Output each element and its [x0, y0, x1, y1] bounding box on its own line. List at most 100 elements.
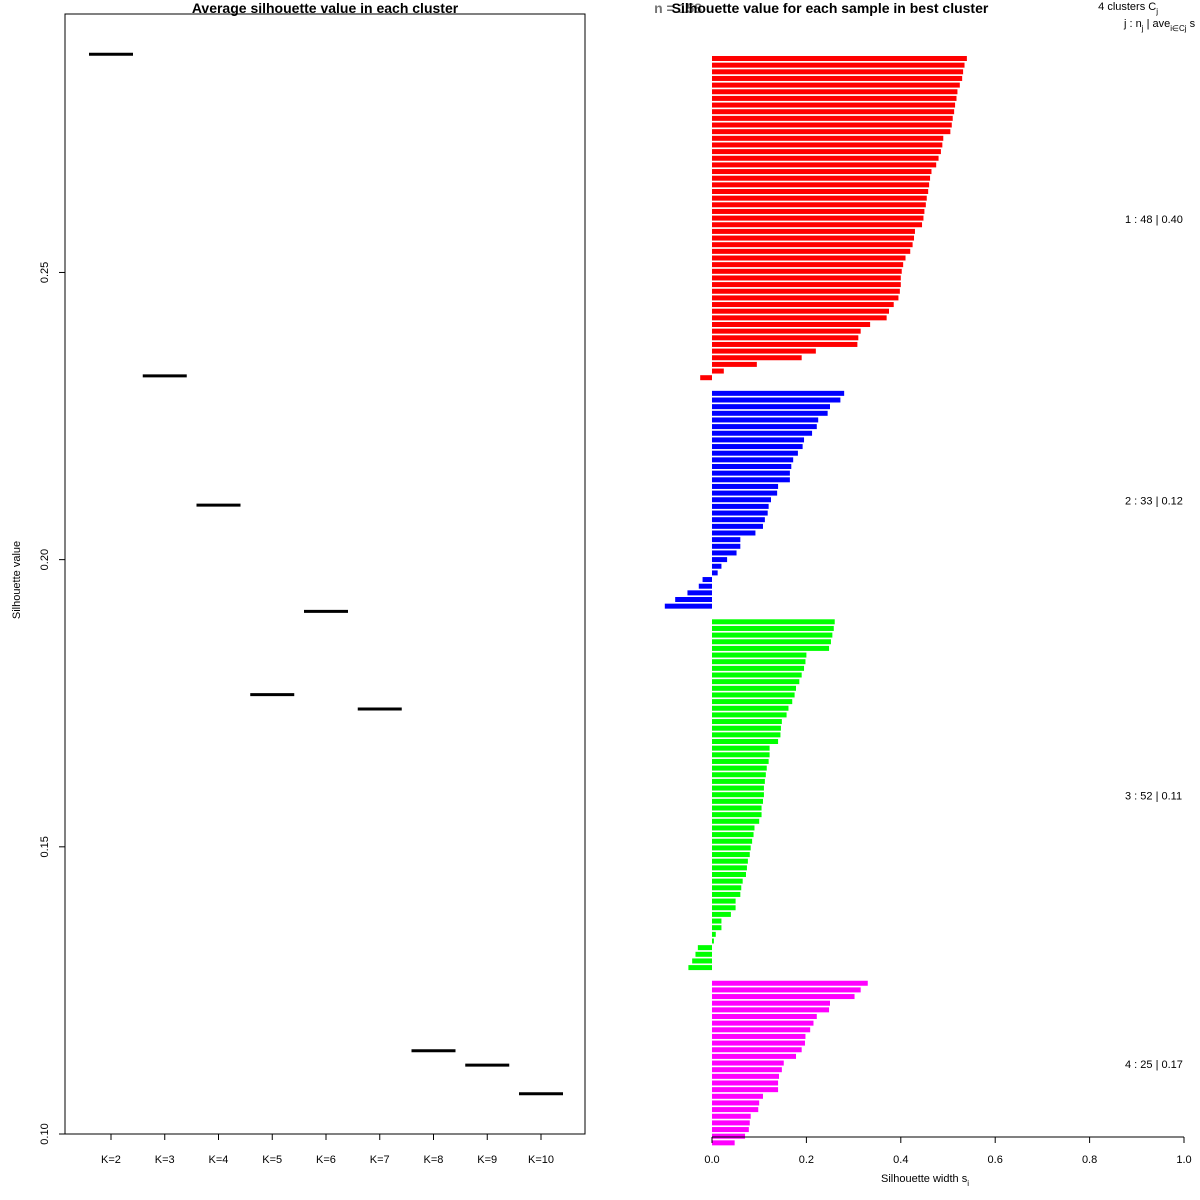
silhouette-bar [712, 1073, 780, 1079]
silhouette-bar [712, 56, 967, 61]
silhouette-bar [712, 752, 770, 758]
right-x-tick-label: 0.2 [799, 1154, 814, 1166]
silhouette-bar [712, 1047, 802, 1053]
silhouette-bar [712, 1007, 830, 1013]
silhouette-bar [712, 1014, 817, 1019]
silhouette-bar [712, 1120, 750, 1126]
silhouette-bar [712, 1040, 805, 1046]
silhouette-bar [712, 543, 741, 549]
silhouette-bar [712, 397, 841, 403]
silhouette-bar [712, 470, 790, 476]
silhouette-bar [712, 155, 939, 161]
silhouette-bar [697, 945, 712, 951]
silhouette-bar [712, 328, 861, 334]
silhouette-bar [712, 672, 802, 678]
silhouette-bar [712, 1100, 760, 1106]
silhouette-bar [712, 812, 762, 818]
left-x-tick-label: K=9 [477, 1154, 497, 1166]
left-y-tick-label: 0.20 [39, 549, 51, 570]
silhouette-bar [712, 1140, 735, 1146]
right-x-tick-label: 0.0 [704, 1154, 719, 1166]
silhouette-bar [702, 577, 712, 583]
silhouette-bar [712, 361, 757, 367]
silhouette-bar [712, 765, 767, 771]
silhouette-bar [712, 268, 902, 274]
silhouette-bar [712, 1060, 784, 1066]
silhouette-bar [712, 69, 964, 75]
silhouette-bar [712, 878, 743, 884]
silhouette-bar [712, 282, 901, 288]
silhouette-bar [712, 1067, 782, 1073]
silhouette-bar [712, 242, 913, 248]
silhouette-bar [712, 464, 792, 469]
right-x-tick-label: 1.0 [1176, 1154, 1191, 1166]
silhouette-bar [712, 530, 756, 536]
left-y-tick-label: 0.25 [39, 262, 51, 283]
silhouette-bar [712, 497, 771, 503]
silhouette-bar [712, 712, 787, 718]
silhouette-bar [712, 169, 932, 175]
silhouette-bar [712, 550, 737, 556]
silhouette-bar [712, 390, 845, 396]
silhouette-bar [712, 1107, 759, 1113]
cluster-label: 3 : 52 | 0.11 [1125, 791, 1182, 803]
silhouette-bar [712, 444, 803, 450]
silhouette-bar [712, 732, 781, 738]
left-y-tick-label: 0.10 [39, 1123, 51, 1144]
left-plot-frame [64, 13, 586, 1135]
left-x-tick-label: K=10 [528, 1154, 554, 1166]
silhouette-bar [712, 115, 953, 121]
silhouette-bar [712, 1053, 797, 1059]
left-x-tick-label: K=4 [209, 1154, 229, 1166]
left-y-axis: 0.10 0.15 0.20 0.25 [39, 262, 66, 1145]
silhouette-bar [712, 772, 766, 778]
silhouette-bar [712, 149, 941, 155]
cluster-label: 2 : 33 | 0.12 [1125, 496, 1183, 508]
silhouette-bar [712, 805, 762, 811]
silhouette-bar [712, 818, 760, 824]
silhouette-bar [712, 719, 782, 725]
silhouette-bar [712, 308, 889, 314]
silhouette-bar [712, 639, 831, 645]
silhouette-bar [712, 858, 748, 864]
left-y-axis-label: Silhouette value [11, 541, 23, 619]
silhouette-bar [688, 965, 712, 971]
silhouette-bar [712, 437, 805, 443]
silhouette-bar [712, 918, 722, 924]
right-chart-overlay-text: n = 158 [654, 0, 702, 16]
left-x-tick-label: K=6 [316, 1154, 336, 1166]
silhouette-bar [712, 129, 951, 135]
silhouette-bar [712, 457, 794, 463]
left-x-tick-label: K=8 [424, 1154, 444, 1166]
silhouette-bar [712, 825, 755, 831]
silhouette-bar [712, 685, 797, 691]
silhouette-bar [712, 450, 798, 456]
silhouette-bar [712, 619, 835, 625]
silhouette-bar [712, 563, 722, 569]
silhouette-bar [712, 745, 770, 751]
silhouette-bar [692, 958, 712, 964]
silhouette-bar [712, 348, 816, 354]
silhouette-bar [712, 1127, 749, 1133]
silhouette-bar [712, 645, 830, 651]
silhouette-bar [712, 315, 887, 321]
silhouette-bar [712, 322, 871, 327]
silhouette-bar [712, 1020, 814, 1026]
silhouette-bar [712, 248, 911, 254]
silhouette-bar [712, 477, 790, 483]
silhouette-bar [712, 235, 915, 241]
silhouette-bar [712, 135, 944, 141]
right-x-axis: 0.0 0.2 0.4 0.6 0.8 1.0 [704, 1136, 1192, 1166]
silhouette-bar [712, 865, 747, 871]
cluster-labels: 1 : 48 | 0.40 2 : 33 | 0.12 3 : 52 | 0.11 4… [1125, 214, 1183, 1071]
silhouette-bar [712, 89, 958, 95]
silhouette-bar [712, 262, 904, 268]
left-x-axis: K=2 K=3 K=4 K=5 K=6 K=7 K=8 K=9 K=10 [101, 1133, 554, 1166]
silhouette-bar [712, 625, 834, 631]
cluster-header-line2: j : nj | avei∈Cj s [1123, 18, 1196, 33]
right-x-tick-label: 0.8 [1082, 1154, 1097, 1166]
left-segments [89, 52, 563, 1096]
silhouette-bar [712, 228, 915, 234]
silhouette-bar [712, 410, 828, 416]
silhouette-bar [712, 659, 806, 665]
